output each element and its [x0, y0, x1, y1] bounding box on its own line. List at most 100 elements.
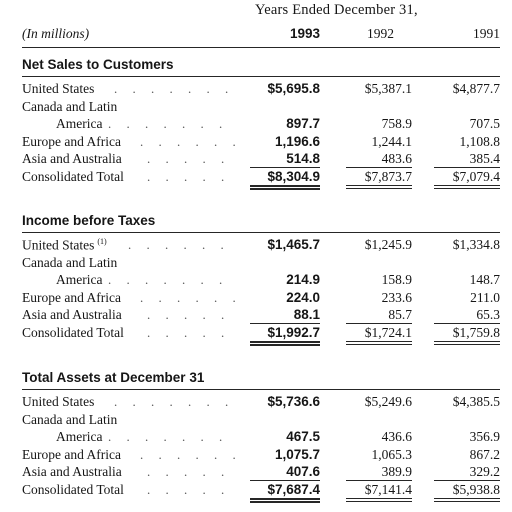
value-1993: 1,075.7 [274, 446, 320, 462]
total-double-rule [434, 187, 500, 189]
row-label: Europe and Africa [22, 289, 121, 305]
value-1993: 224.0 [286, 289, 320, 305]
dot-leader: . . . . . . . . . . . . . . . . . . . . [147, 151, 238, 166]
row-label: Canada and Latin [22, 254, 118, 270]
value-1993: $5,695.8 [267, 81, 320, 96]
row-label: United States [22, 81, 95, 96]
value-1993: 407.6 [286, 464, 320, 479]
dot-leader: . . . . . . . . . . . . . . . . . . . . [114, 81, 238, 96]
section-title: Net Sales to Customers [22, 57, 174, 72]
value-1992: 158.9 [381, 272, 412, 287]
value-1993: 88.1 [293, 307, 320, 322]
value-1993: $8,304.9 [267, 168, 320, 184]
value-1991: $4,877.7 [452, 81, 500, 96]
dot-leader: . . . . . . . . . . . . . . . . . . . . [108, 272, 238, 287]
row-label: America [56, 116, 103, 131]
value-1991: 148.7 [469, 272, 500, 287]
dot-leader: . . . . . . . . . . . . . . . . . . . . [147, 481, 238, 497]
year-column-header: 1991 [473, 26, 500, 41]
row-label: Canada and Latin [22, 98, 118, 114]
value-1992: $7,873.7 [364, 168, 412, 184]
section-title: Total Assets at December 31 [22, 370, 205, 385]
value-1993: 897.7 [286, 116, 320, 131]
value-1993: $5,736.6 [267, 394, 320, 409]
value-1992: 483.6 [381, 151, 412, 166]
header-rule [22, 47, 500, 48]
dot-leader: . . . . . . . . . . . . . . . . . . . . [140, 446, 238, 462]
row-label: Asia and Australia [22, 307, 122, 322]
total-double-rule [346, 340, 412, 342]
value-1991: 329.2 [469, 464, 500, 479]
dot-leader: . . . . . . . . . . . . . . . . . . . . [108, 116, 238, 131]
total-double-rule [346, 187, 412, 189]
year-column-header: 1992 [367, 26, 394, 41]
value-1993: 514.8 [286, 151, 320, 166]
total-double-rule [250, 500, 320, 503]
row-label: Consolidated Total [22, 324, 124, 340]
total-double-rule [250, 497, 320, 500]
dot-leader: . . . . . . . . . . . . . . . . . . . . [140, 133, 238, 149]
dot-leader: . . . . . . . . . . . . . . . . . . . . [147, 464, 238, 479]
total-double-rule [346, 184, 412, 186]
dot-leader: . . . . . . . . . . . . . . . . . . . . [140, 289, 238, 305]
value-1991: 211.0 [470, 289, 500, 305]
row-label: Consolidated Total [22, 481, 124, 497]
value-1993: 1,196.6 [274, 133, 320, 149]
dot-leader: . . . . . . . . . . . . . . . . . . . . [108, 429, 238, 444]
period-header: Years Ended December 31, [255, 2, 418, 18]
value-1991: $4,385.5 [452, 394, 500, 409]
value-1991: 385.4 [469, 151, 500, 166]
row-label: America [56, 429, 103, 444]
value-1992: 1,065.3 [371, 446, 413, 462]
total-double-rule [250, 340, 320, 343]
value-1992: $1,724.1 [364, 324, 412, 340]
value-1992: 758.9 [381, 116, 412, 131]
row-label: Europe and Africa [22, 446, 121, 462]
value-1991: 707.5 [469, 116, 500, 131]
value-1992: $7,141.4 [364, 481, 412, 497]
subtotal-rule [250, 167, 320, 168]
subtotal-rule [250, 480, 320, 481]
value-1991: 65.3 [476, 307, 500, 322]
total-double-rule [434, 500, 500, 502]
section-title: Income before Taxes [22, 213, 156, 228]
value-1993: $1,465.7 [267, 237, 320, 252]
total-double-rule [434, 497, 500, 499]
subtotal-rule [434, 167, 500, 168]
subtotal-rule [346, 323, 412, 324]
subtotal-rule [346, 167, 412, 168]
row-label: Asia and Australia [22, 464, 122, 479]
total-double-rule [346, 343, 412, 345]
row-label: Canada and Latin [22, 411, 118, 427]
row-label: Consolidated Total [22, 168, 124, 184]
total-double-rule [346, 500, 412, 502]
value-1992: 85.7 [388, 307, 412, 322]
total-double-rule [346, 497, 412, 499]
value-1991: 867.2 [469, 446, 500, 462]
value-1991: $7,079.4 [452, 168, 500, 184]
subtotal-rule [346, 480, 412, 481]
subtotal-rule [434, 323, 500, 324]
value-1993: $1,992.7 [267, 324, 320, 340]
footnote-marker: (1) [97, 237, 107, 246]
section-rule [22, 232, 500, 233]
section-rule [22, 389, 500, 390]
value-1992: 436.6 [381, 429, 412, 444]
value-1991: $1,759.8 [452, 324, 500, 340]
dot-leader: . . . . . . . . . . . . . . . . . . . . [114, 394, 238, 409]
year-column-header: 1993 [289, 26, 320, 41]
value-1993: 214.9 [286, 272, 320, 287]
dot-leader: . . . . . . . . . . . . . . . . . . . . [128, 237, 238, 252]
total-double-rule [434, 343, 500, 345]
value-1993: $7,687.4 [267, 481, 320, 497]
total-double-rule [434, 184, 500, 186]
dot-leader: . . . . . . . . . . . . . . . . . . . . [147, 324, 238, 340]
value-1992: $5,249.6 [364, 394, 412, 409]
total-double-rule [250, 184, 320, 187]
row-label: America [56, 272, 103, 287]
dot-leader: . . . . . . . . . . . . . . . . . . . . [147, 168, 238, 184]
units-label: (In millions) [22, 26, 90, 41]
value-1992: 233.6 [381, 289, 412, 305]
total-double-rule [250, 343, 320, 346]
